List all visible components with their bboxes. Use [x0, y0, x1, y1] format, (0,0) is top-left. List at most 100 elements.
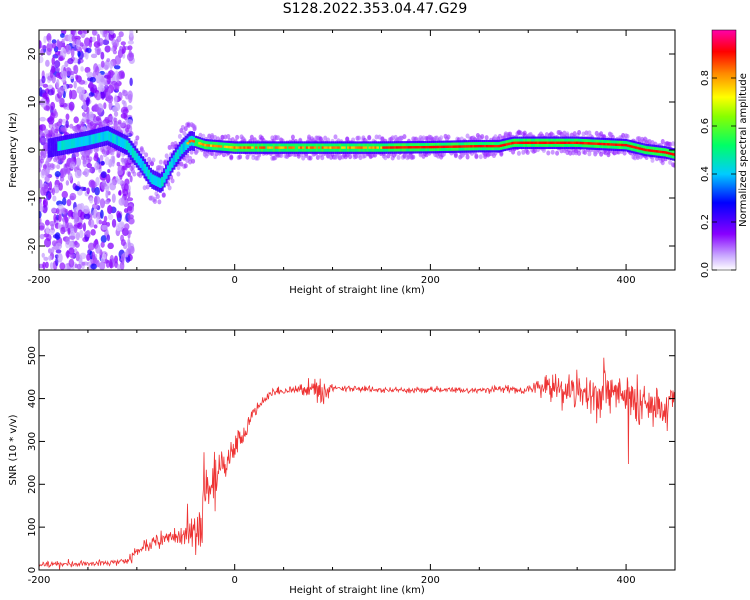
halo-cell	[183, 163, 188, 169]
halo-cell	[44, 128, 49, 134]
ridge-peak	[421, 145, 424, 149]
noise-cell	[106, 234, 111, 242]
noise-cell	[67, 227, 71, 235]
ridge-peak	[352, 146, 356, 149]
halo-cell	[177, 133, 182, 139]
snr-ylabel: SNR (10 * v/v)	[8, 414, 19, 485]
ridge-core	[272, 143, 276, 152]
halo-cell	[176, 171, 181, 177]
ridge-peak	[644, 148, 648, 152]
ridge-peak	[290, 146, 293, 149]
noise-cell	[98, 168, 102, 174]
halo-cell	[660, 160, 665, 166]
noise-cell	[41, 45, 47, 50]
halo-cell	[668, 141, 673, 147]
ridge-peak	[667, 152, 671, 155]
ridge-peak	[556, 141, 559, 144]
halo-cell	[66, 160, 71, 166]
ridge-peak	[550, 141, 554, 144]
halo-cell	[333, 134, 338, 140]
ridge-peak	[527, 141, 530, 144]
ridge-peak	[415, 146, 419, 149]
halo-cell	[599, 151, 604, 157]
noise-cell	[41, 252, 45, 258]
noise-cell	[83, 168, 89, 178]
ridge-peak	[480, 144, 483, 148]
noise-cell	[100, 171, 107, 179]
noise-cell	[126, 52, 134, 62]
noise-cell	[60, 70, 68, 79]
noise-cell	[106, 58, 111, 63]
ridge-peak	[188, 140, 192, 143]
halo-cell	[251, 155, 256, 161]
noise-cell	[44, 219, 50, 226]
ridge-core	[88, 135, 92, 145]
noise-cell	[129, 77, 133, 87]
halo-cell	[75, 152, 80, 158]
ridge-peak	[615, 143, 618, 146]
colorbar-gradient	[711, 29, 737, 271]
noise-cell	[90, 263, 97, 270]
noise-cell	[85, 96, 90, 107]
ridge-core	[141, 161, 145, 171]
ridge-core	[157, 177, 160, 187]
noise-cell	[57, 222, 62, 231]
snr-xtick-label: 400	[617, 575, 636, 586]
ridge-core	[67, 139, 70, 150]
ridge-peak	[213, 144, 217, 148]
ridge-peak	[491, 144, 495, 148]
ridge-peak	[405, 146, 409, 149]
noise-cell	[53, 108, 57, 117]
noise-cell	[116, 161, 121, 167]
ridge-core	[119, 137, 123, 148]
noise-cell	[126, 119, 133, 126]
noise-cell	[44, 238, 52, 248]
noise-cell	[114, 55, 122, 66]
noise-cell	[75, 157, 82, 167]
noise-cell	[111, 47, 115, 52]
noise-cell	[86, 187, 90, 195]
noise-cell	[48, 40, 52, 45]
noise-cell	[39, 205, 44, 213]
ridge-outer	[51, 137, 55, 157]
halo-cell	[367, 134, 372, 140]
noise-cell	[46, 33, 52, 43]
noise-cell	[48, 229, 55, 236]
ridge-peak	[511, 141, 514, 145]
halo-cell	[223, 134, 228, 140]
halo-cell	[446, 134, 451, 140]
halo-cell	[574, 150, 579, 156]
noise-cell	[108, 60, 114, 70]
spectrogram-ytick-label: 10	[27, 96, 38, 109]
noise-cell	[56, 78, 60, 89]
ridge-peak	[503, 143, 507, 147]
ridge-peak	[274, 146, 278, 149]
ridge-peak	[611, 143, 614, 146]
ridge-peak	[311, 146, 315, 149]
ridge-core	[71, 138, 74, 149]
noise-cell	[128, 230, 132, 235]
ridge-peak	[231, 146, 235, 149]
noise-cell	[100, 235, 107, 243]
ridge-peak	[309, 146, 313, 149]
ridge-core	[82, 136, 86, 146]
noise-cell	[58, 97, 65, 106]
ridge-core	[121, 138, 125, 149]
noise-cell	[75, 74, 79, 80]
noise-cell	[40, 97, 47, 108]
ridge-peak	[437, 145, 440, 149]
noise-cell	[93, 224, 98, 229]
spectrogram-ytick-label: 20	[27, 48, 38, 61]
noise-cell	[56, 41, 62, 48]
noise-cell	[69, 253, 76, 259]
noise-cell	[99, 30, 104, 35]
ridge-peak	[200, 142, 203, 146]
ridge-peak	[493, 144, 497, 148]
ridge-peak	[388, 146, 391, 149]
ridge-core	[339, 143, 342, 152]
noise-cell	[105, 190, 109, 199]
halo-cell	[54, 128, 59, 134]
halo-cell	[182, 155, 187, 161]
noise-cell	[76, 263, 82, 270]
ridge-peak	[249, 146, 252, 149]
